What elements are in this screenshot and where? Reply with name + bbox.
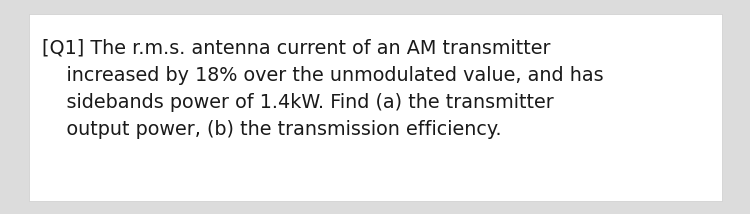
- FancyBboxPatch shape: [28, 14, 722, 201]
- Text: [Q1] The r.m.s. antenna current of an AM transmitter
    increased by 18% over t: [Q1] The r.m.s. antenna current of an AM…: [42, 39, 604, 139]
